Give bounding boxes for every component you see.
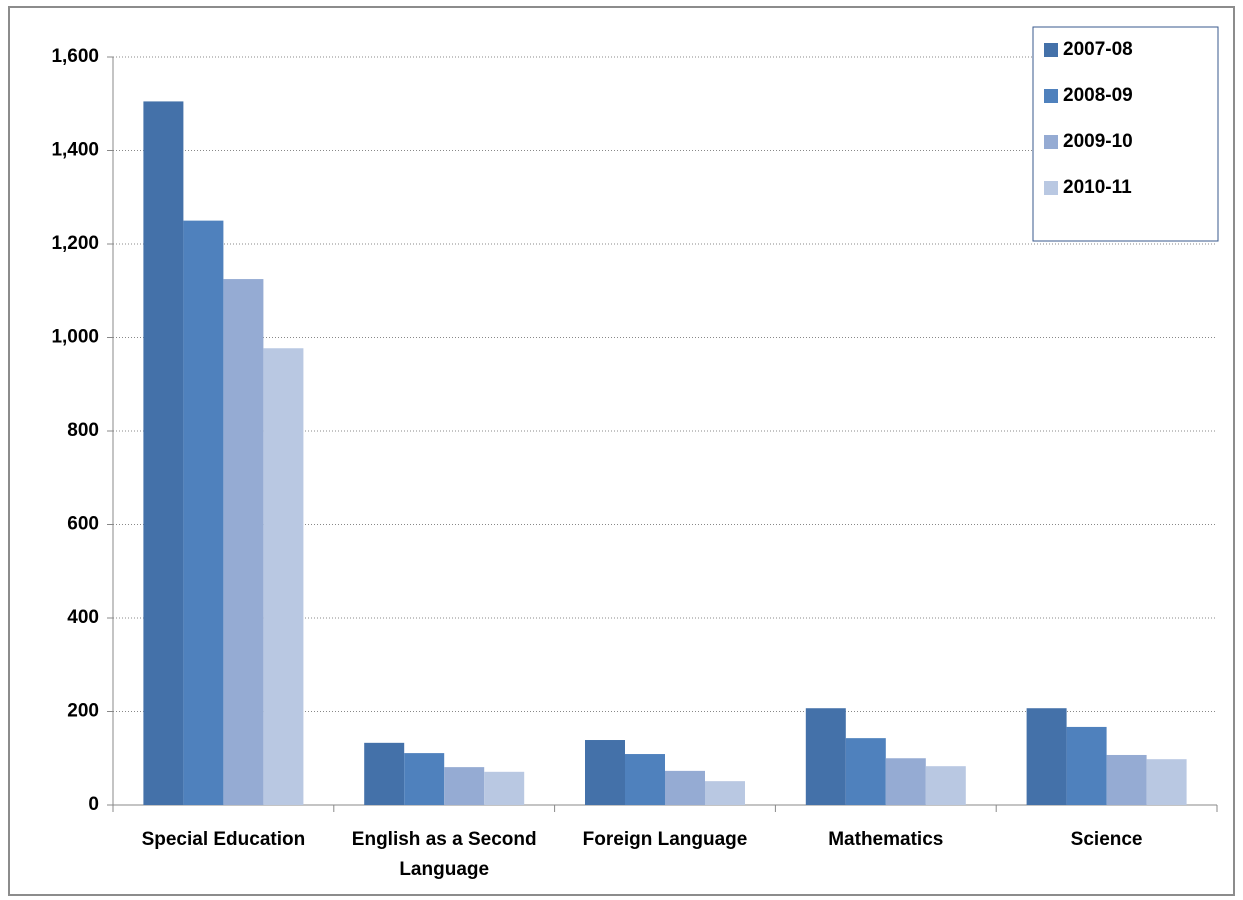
x-tick-label: Science (1070, 829, 1143, 850)
legend-swatch (1044, 181, 1058, 195)
y-tick-label: 1,400 (51, 140, 99, 161)
bar (925, 766, 966, 805)
chart-frame (8, 6, 1235, 896)
bar (1106, 754, 1147, 805)
legend-label: 2010-11 (1063, 177, 1132, 198)
bar (845, 738, 886, 805)
x-tick-label: English as a Second Language (351, 829, 537, 880)
bar (665, 770, 705, 805)
bar (143, 101, 184, 806)
x-tick-label: Special Education (141, 829, 306, 850)
y-tick-label: 800 (67, 420, 99, 441)
bar (404, 753, 445, 805)
legend-label: 2009-10 (1063, 131, 1133, 152)
bar (585, 740, 625, 805)
bar (1026, 708, 1067, 805)
bar (263, 348, 304, 805)
legend-box (1032, 26, 1219, 242)
x-tick-label: Mathematics (828, 829, 944, 850)
bar (1146, 759, 1187, 805)
y-tick-label: 1,000 (51, 327, 99, 348)
legend-swatch (1044, 135, 1058, 149)
bar (625, 754, 665, 805)
bar (1066, 726, 1107, 805)
legend-swatch (1044, 43, 1058, 57)
x-tick-label: Foreign Language (582, 829, 748, 850)
bar (484, 771, 525, 805)
y-tick-label: 1,600 (51, 46, 99, 67)
bar (885, 758, 926, 805)
y-tick-label: 1,200 (51, 233, 99, 254)
y-tick-label: 400 (67, 607, 99, 628)
bar (183, 220, 224, 805)
legend-label: 2007-08 (1063, 39, 1133, 60)
bar (223, 279, 264, 805)
bar (444, 767, 485, 805)
bar (705, 781, 745, 805)
y-tick-label: 0 (88, 794, 99, 815)
bar (364, 742, 405, 805)
bar (805, 708, 846, 805)
legend-label: 2008-09 (1063, 85, 1133, 106)
y-tick-label: 200 (67, 701, 99, 722)
y-tick-label: 600 (67, 514, 99, 535)
legend-swatch (1044, 89, 1058, 103)
